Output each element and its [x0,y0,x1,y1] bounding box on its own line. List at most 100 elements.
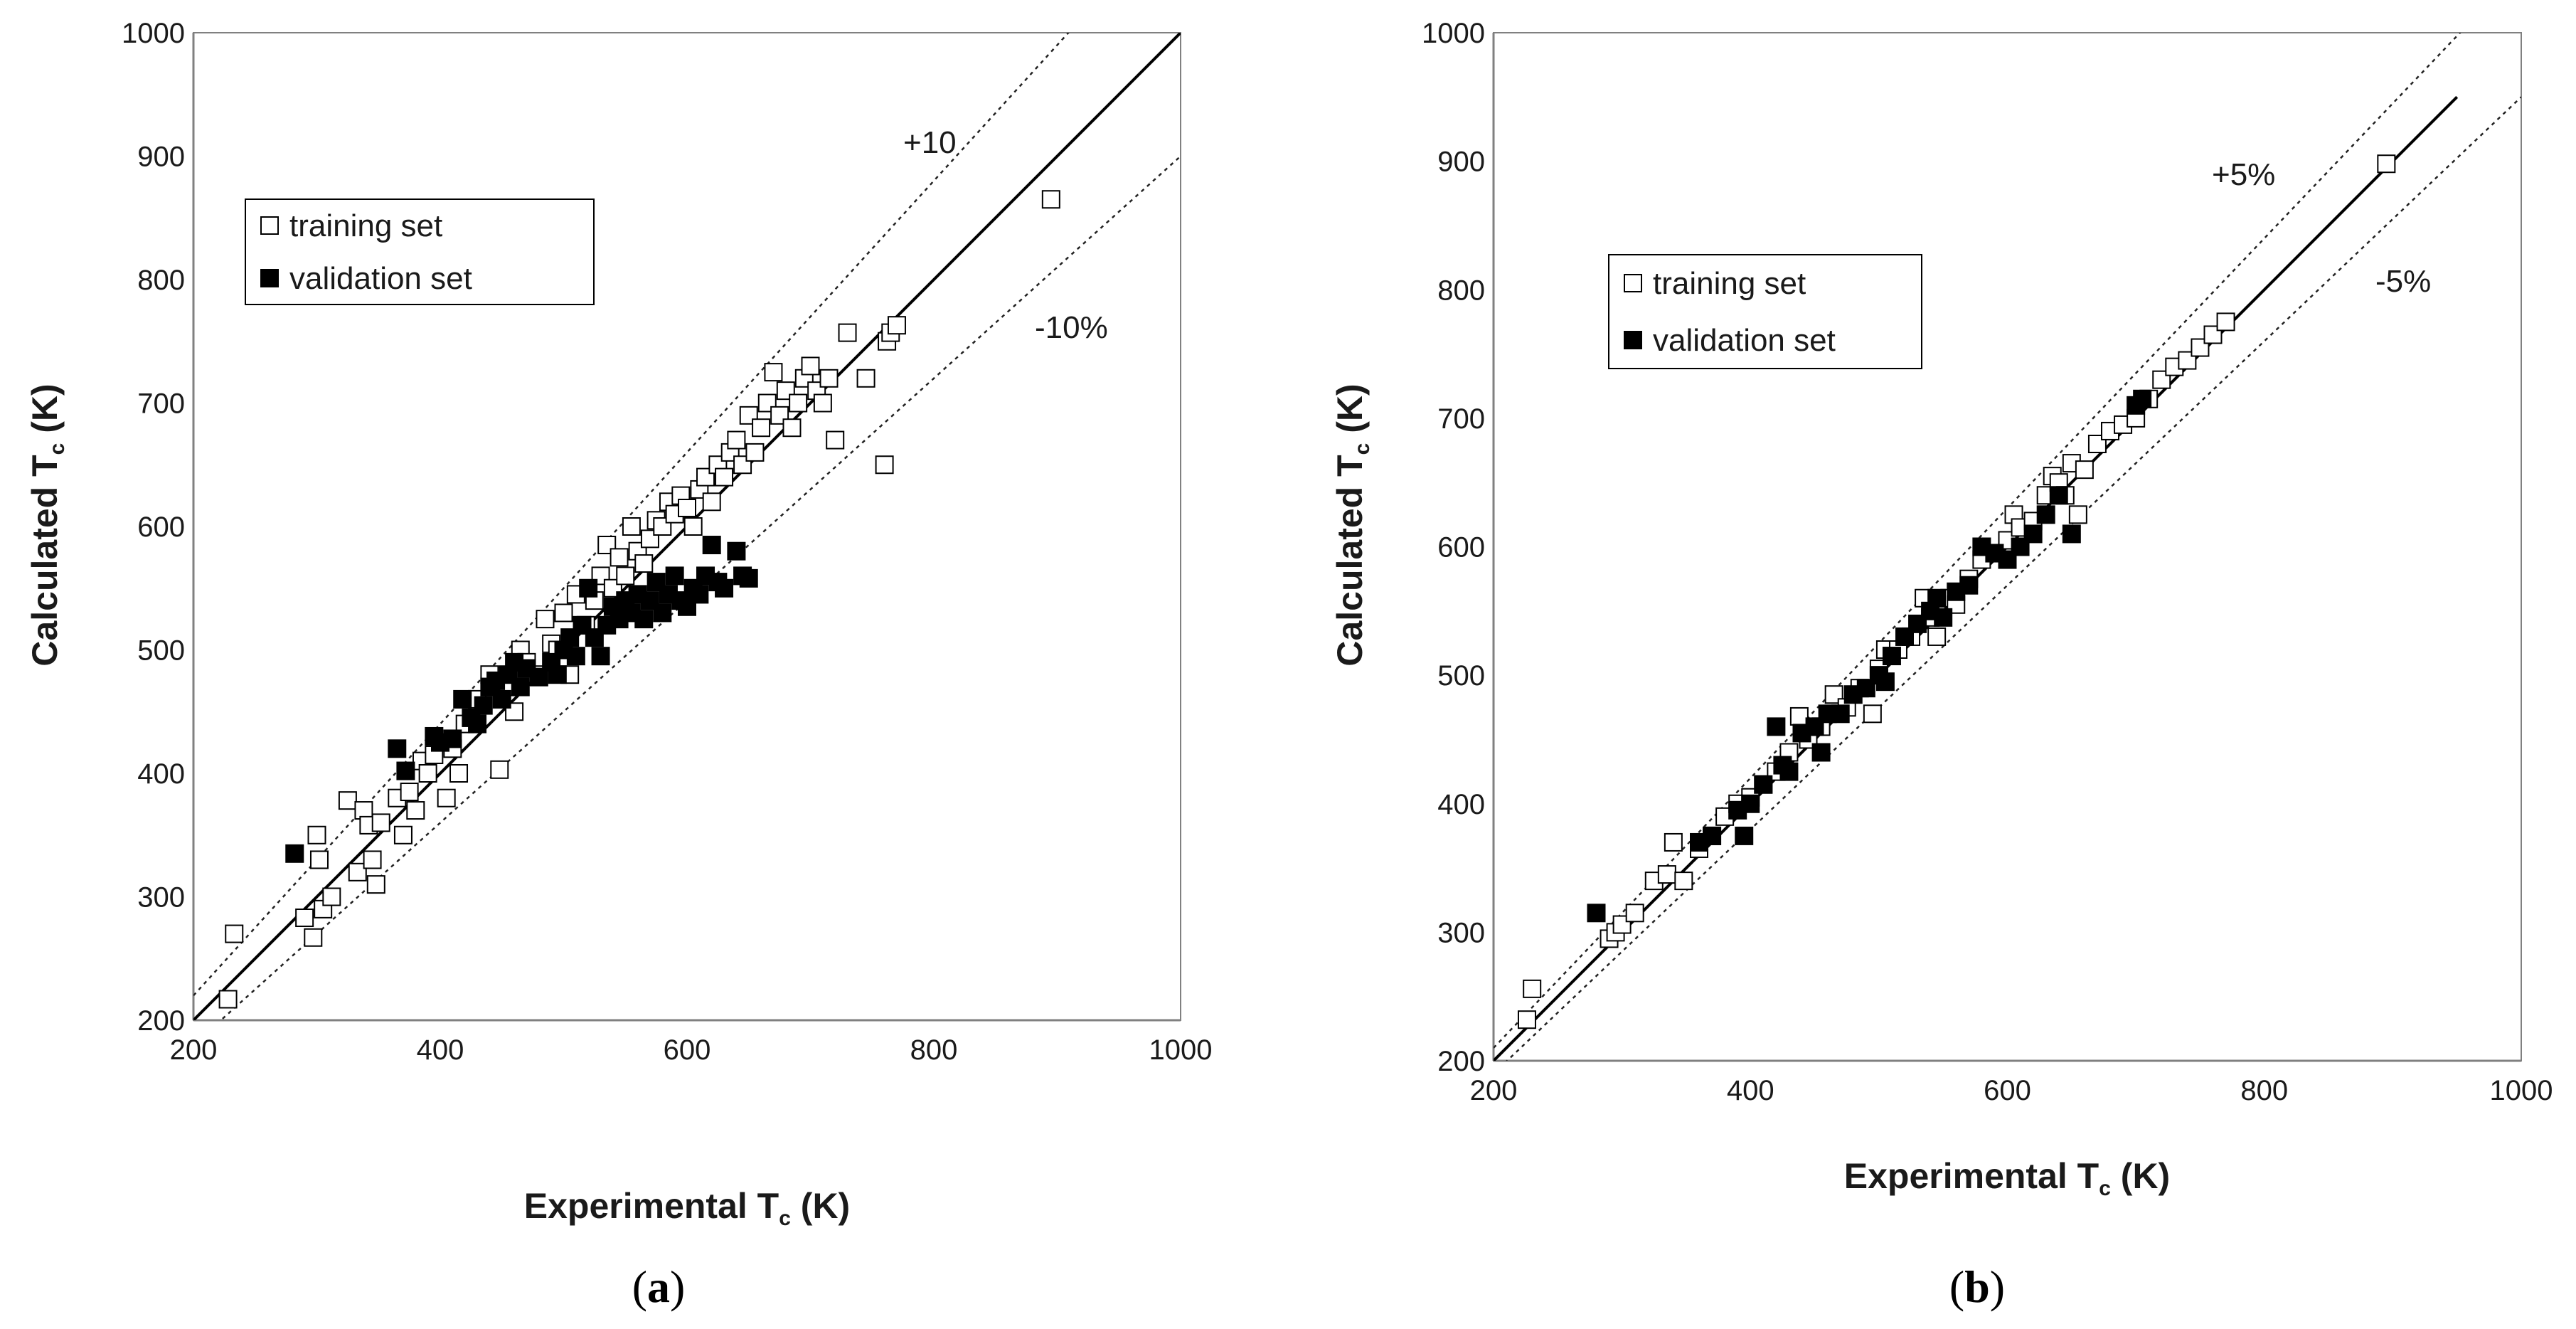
x-axis-title-unit: (K) [791,1186,850,1226]
y-axis-title-unit: (K) [25,383,65,443]
training-point [875,455,894,475]
training-point [1863,704,1882,724]
training-point [225,924,244,943]
validation-point [579,578,598,598]
validation-point [1959,576,1979,595]
training-point [616,566,635,586]
x-axis-title-unit: (K) [2111,1156,2170,1196]
validation-point [492,689,511,709]
y-axis-title: Calculated Tc (K) [25,383,69,666]
upper-bound-label: +10 [903,125,957,160]
training-point [813,393,832,413]
training-point [490,760,509,779]
y-axis-title-sub: c [1351,443,1374,455]
x-tick-label: 1000 [2490,1075,2553,1106]
training-point [634,554,654,573]
training-point [366,875,385,894]
training-point [1789,706,1809,726]
validation-point [1882,647,1901,666]
legend-box [1608,254,1922,369]
x-tick-label: 800 [2240,1075,2288,1106]
y-axis-title: Calculated Tc (K) [1330,383,1374,666]
validation-point [468,714,487,734]
validation-point [443,729,462,748]
training-point [2075,460,2094,480]
validation-point [653,603,672,623]
validation-point [453,689,472,709]
caption-open: ( [632,1261,647,1312]
training-point [1664,832,1683,852]
x-tick-label: 600 [1984,1075,2031,1106]
training-point [752,418,771,438]
x-tick-label: 800 [910,1034,958,1066]
caption-close: ) [1990,1261,2005,1312]
x-tick-label: 400 [1727,1075,1774,1106]
legend-marker-filled [260,269,279,287]
y-axis-title-sub: c [46,443,69,455]
legend-marker-open [260,216,279,235]
training-point [218,990,238,1009]
validation-point [1875,672,1895,692]
validation-point [511,677,530,697]
validation-point [2133,389,2152,408]
training-point [782,418,802,438]
x-tick-label: 400 [417,1034,464,1066]
training-point [449,764,469,783]
training-point [393,825,413,844]
validation-point [1927,588,1947,608]
caption-letter: b [1964,1261,1990,1312]
validation-point [1741,794,1760,813]
validation-point [634,610,654,629]
x-axis-title-sub: c [779,1207,791,1230]
y-tick-label: 200 [1437,1046,1485,1077]
y-tick-label: 900 [137,142,185,173]
training-point [2178,351,2197,370]
legend-label: training set [1653,266,1806,301]
y-tick-label: 300 [1437,917,1485,948]
training-point [838,323,857,342]
legend-marker-open [1624,274,1642,292]
training-point [338,791,357,810]
validation-point [2049,486,2068,505]
chart-panel-a: 200 400 600 800 1000 200 300 400 500 600 700 800 900… [25,18,1213,1312]
training-point [309,850,329,869]
caption-letter: a [647,1261,670,1312]
series-validation [1587,389,2152,923]
validation-point [388,739,407,758]
legend-box [245,198,595,305]
x-tick-label: 200 [1470,1075,1518,1106]
validation-point [1703,826,1722,845]
training-point [856,369,875,388]
validation-point [548,665,567,684]
training-point [1523,979,1542,998]
training-point [1625,904,1644,923]
chart-panel-b: 200 400 600 800 1000 200 300 400 500 600 700 800 900… [1330,18,2553,1312]
training-point [1927,627,1947,646]
legend-label: validation set [289,261,472,296]
legend: training set validation set [1608,254,1922,369]
validation-point [566,647,585,666]
validation-point [739,568,758,588]
validation-point [1934,608,1953,627]
training-point [400,783,419,802]
validation-point [1831,704,1850,724]
x-tick-label: 1000 [1149,1034,1213,1066]
training-point [678,498,696,517]
lower-bound-line [1506,96,2521,1061]
y-tick-label: 800 [1437,275,1485,306]
validation-point [1754,775,1773,794]
legend-label: training set [289,208,442,243]
validation-point [1779,762,1799,781]
training-point [536,610,555,629]
y-tick-label: 200 [137,1005,185,1037]
validation-point [396,761,415,780]
lower-bound-line [219,155,1181,1020]
training-point [1674,872,1693,891]
validation-point [702,536,721,555]
training-point [887,316,906,335]
y-axis-title-unit: (K) [1330,383,1370,443]
x-axis-title: Experimental Tc (K) [1844,1156,2170,1200]
training-point [696,467,715,487]
x-axis-title-main: Experimental T [524,1186,779,1226]
